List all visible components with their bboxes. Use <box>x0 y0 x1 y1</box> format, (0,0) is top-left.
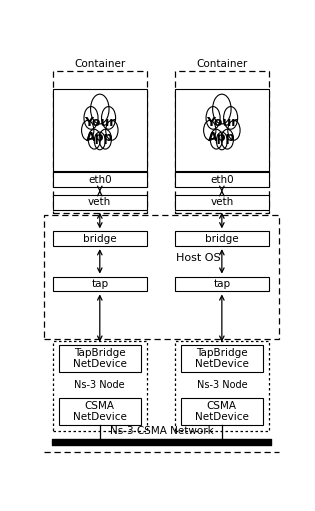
Circle shape <box>213 94 231 124</box>
Text: TapBridge
NetDevice: TapBridge NetDevice <box>195 347 249 369</box>
Bar <box>53 276 147 291</box>
Text: tap: tap <box>213 279 230 289</box>
Text: Container: Container <box>196 59 248 69</box>
Circle shape <box>88 129 100 149</box>
Bar <box>175 89 269 172</box>
Text: eth0: eth0 <box>88 175 112 185</box>
Bar <box>53 341 147 431</box>
Text: Host OS: Host OS <box>176 253 220 263</box>
Text: Ns-3 Node: Ns-3 Node <box>74 380 125 390</box>
Text: Your
App: Your App <box>206 117 238 145</box>
Bar <box>53 71 147 213</box>
Bar <box>59 344 141 372</box>
Circle shape <box>101 107 116 129</box>
Circle shape <box>99 129 112 149</box>
Text: eth0: eth0 <box>210 175 234 185</box>
Text: Ns-3 Node: Ns-3 Node <box>197 380 247 390</box>
Circle shape <box>94 132 105 150</box>
Circle shape <box>106 121 118 140</box>
Text: CSMA
NetDevice: CSMA NetDevice <box>195 401 249 422</box>
Text: veth: veth <box>210 197 233 207</box>
Circle shape <box>206 107 220 129</box>
Circle shape <box>210 129 222 149</box>
Circle shape <box>224 107 238 129</box>
Bar <box>59 398 141 425</box>
Text: tap: tap <box>91 279 108 289</box>
Text: Ns-3 CSMA Network: Ns-3 CSMA Network <box>110 426 213 435</box>
Bar <box>175 172 269 187</box>
Bar <box>175 231 269 246</box>
Text: TapBridge
NetDevice: TapBridge NetDevice <box>73 347 127 369</box>
Bar <box>175 195 269 210</box>
Circle shape <box>91 94 109 124</box>
Bar <box>175 276 269 291</box>
Circle shape <box>84 107 98 129</box>
Bar <box>53 172 147 187</box>
Text: Container: Container <box>74 59 125 69</box>
Text: bridge: bridge <box>83 234 117 244</box>
Text: veth: veth <box>88 197 112 207</box>
Circle shape <box>221 129 233 149</box>
Bar <box>175 341 269 431</box>
Bar <box>181 398 263 425</box>
Circle shape <box>216 132 227 150</box>
Text: CSMA
NetDevice: CSMA NetDevice <box>73 401 127 422</box>
Bar <box>44 215 279 339</box>
Bar <box>53 89 147 172</box>
Bar <box>53 231 147 246</box>
Bar <box>181 344 263 372</box>
Text: Your
App: Your App <box>84 117 116 145</box>
Bar <box>175 71 269 213</box>
Text: bridge: bridge <box>205 234 239 244</box>
Circle shape <box>82 121 94 140</box>
Circle shape <box>203 121 216 140</box>
Bar <box>53 195 147 210</box>
Circle shape <box>228 121 240 140</box>
